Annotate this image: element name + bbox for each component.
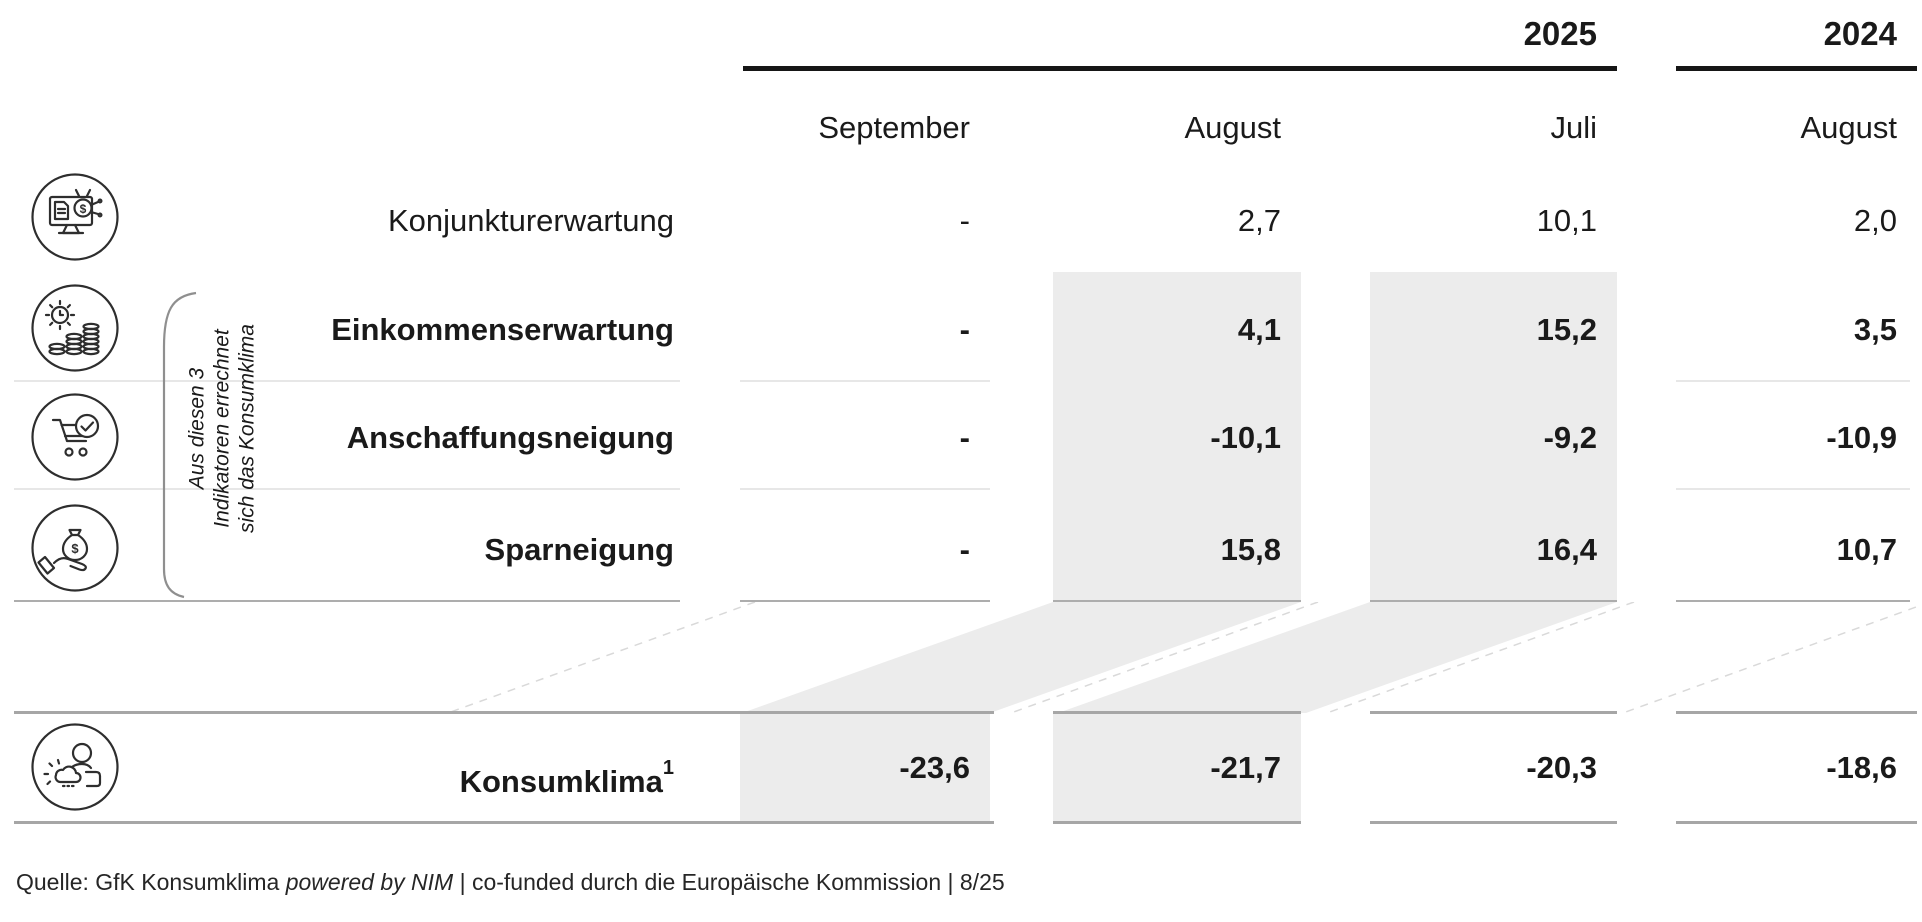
svg-text:$: $ <box>71 541 79 556</box>
value-sparneigung-august-2024: 10,7 <box>1836 532 1897 567</box>
month-header-juli: Juli <box>1550 110 1597 145</box>
konsumklima-bottom-line <box>1053 821 1301 824</box>
row-label-anschaffungsneigung: Anschaffungsneigung <box>346 420 674 455</box>
value-konsumklima-august-2024: -18,6 <box>1826 750 1897 785</box>
row-separator <box>1676 488 1910 490</box>
value-anschaffung-august-2024: -10,9 <box>1826 420 1897 455</box>
highlight-column-juli-2025 <box>1370 272 1617 602</box>
konsumklima-bottom-line <box>14 821 994 824</box>
row-separator <box>14 380 680 382</box>
value-anschaffung-august: -10,1 <box>1210 420 1281 455</box>
value-einkommen-august-2024: 3,5 <box>1853 312 1897 347</box>
value-anschaffung-september: - <box>959 420 970 455</box>
row-separator <box>740 600 990 602</box>
row-label-einkommenserwartung: Einkommenserwartung <box>331 312 674 347</box>
value-konjunktur-september: - <box>959 203 970 238</box>
year-header-2024: 2024 <box>1823 15 1897 52</box>
value-einkommen-juli: 15,2 <box>1536 312 1597 347</box>
svg-text:$: $ <box>80 202 87 216</box>
konsumklima-top-line <box>1053 711 1301 714</box>
year-2024-underline <box>1676 66 1917 71</box>
row-separator <box>740 488 990 490</box>
income-coins-icon <box>30 283 120 373</box>
month-header-september: September <box>818 110 970 145</box>
row-separator <box>740 380 990 382</box>
konsumklima-highlight-august <box>1053 714 1301 821</box>
value-anschaffung-juli: -9,2 <box>1543 420 1597 455</box>
row-separator <box>14 488 680 490</box>
value-sparneigung-september: - <box>959 532 970 567</box>
year-header-2025: 2025 <box>1523 15 1597 52</box>
note-line: Aus diesen 3 <box>185 367 209 490</box>
row-separator <box>1053 600 1301 602</box>
value-konsumklima-september: -23,6 <box>899 750 970 785</box>
value-konsumklima-august: -21,7 <box>1210 750 1281 785</box>
value-konjunktur-august: 2,7 <box>1237 203 1281 238</box>
month-header-august-2024: August <box>1800 110 1897 145</box>
konsumklima-top-line <box>1676 711 1917 714</box>
row-separator <box>1370 600 1617 602</box>
highlight-column-august-2025 <box>1053 272 1301 602</box>
konsumklima-bottom-line <box>1370 821 1617 824</box>
value-sparneigung-juli: 16,4 <box>1536 532 1597 567</box>
month-header-august-2025: August <box>1184 110 1281 145</box>
row-separator <box>1676 600 1910 602</box>
row-label-sparneigung: Sparneigung <box>484 532 674 567</box>
year-2025-underline <box>743 66 1617 71</box>
row-separator <box>14 600 680 602</box>
row-label-konsumklima: Konsumklima1 <box>240 743 674 799</box>
source-prefix: Quelle: GfK Konsumklima <box>16 869 286 895</box>
row-separator <box>1676 380 1910 382</box>
value-konjunktur-juli: 10,1 <box>1536 203 1597 238</box>
konsumklima-bottom-line <box>1676 821 1917 824</box>
hand-money-bag-icon: $ <box>30 503 120 593</box>
shift-band-juli <box>1058 602 1617 713</box>
row-label-konjunkturerwartung: Konjunkturerwartung <box>387 203 674 238</box>
value-konsumklima-juli: -20,3 <box>1526 750 1597 785</box>
monitor-economy-icon: $ <box>30 172 120 262</box>
konsumklima-top-line <box>1370 711 1617 714</box>
konsumklima-highlight-september <box>740 714 990 821</box>
source-powered-by: powered by NIM <box>285 869 454 895</box>
shift-band-august <box>742 602 1301 713</box>
cart-check-icon <box>30 392 120 482</box>
value-einkommen-september: - <box>959 312 970 347</box>
value-einkommen-august: 4,1 <box>1237 312 1281 347</box>
diagonal-dashed-guides <box>447 602 1922 713</box>
source-line: Quelle: GfK Konsumklima powered by NIM |… <box>16 866 1005 898</box>
konsumklima-label-text: Konsumklima <box>459 764 663 799</box>
shift-transition-graphic <box>447 602 1922 713</box>
brace-graphic <box>150 285 210 603</box>
konsumklima-top-line <box>14 711 994 714</box>
note-line: Indikatoren errechnet <box>210 329 234 528</box>
value-sparneigung-august: 15,8 <box>1220 532 1281 567</box>
source-suffix: | co-funded durch die Europäische Kommis… <box>453 869 1005 895</box>
value-konjunktur-august-2024: 2,0 <box>1853 203 1897 238</box>
person-weather-icon <box>30 722 120 812</box>
footnote-marker: 1 <box>662 757 674 779</box>
